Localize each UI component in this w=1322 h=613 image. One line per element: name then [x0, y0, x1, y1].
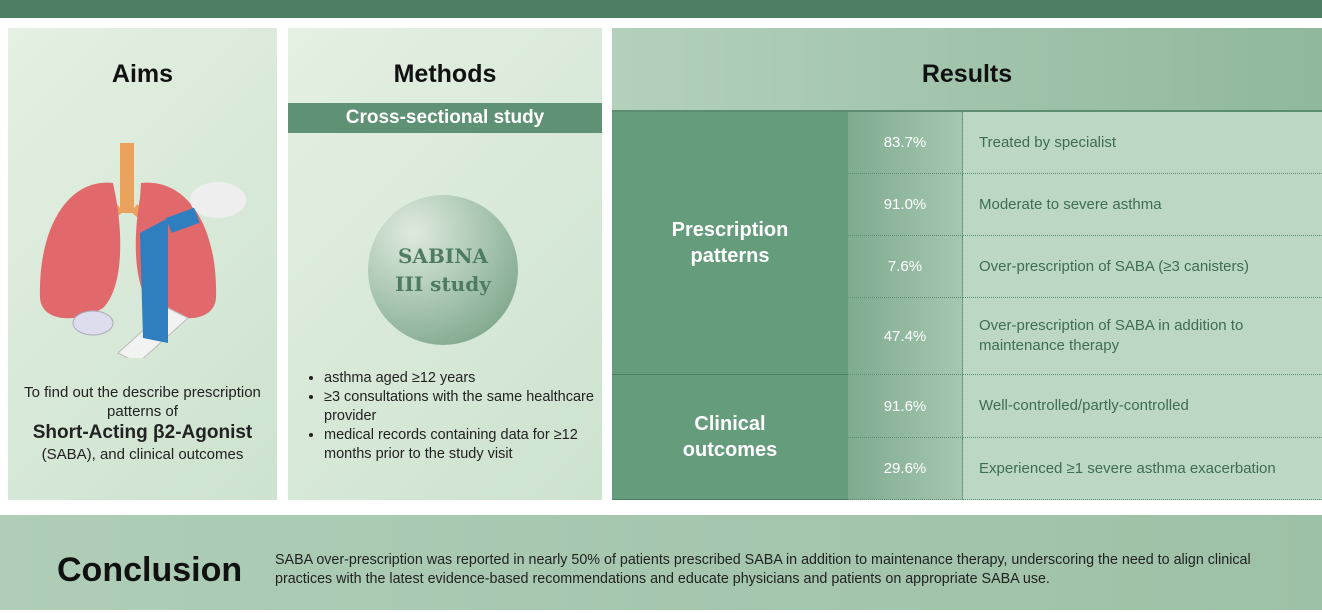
conclusion-band: Conclusion SABA over-prescription was re…	[0, 515, 1322, 610]
lung-illustration	[28, 138, 258, 358]
result-value: 91.6%	[848, 375, 963, 438]
conclusion-text: SABA over-prescription was reported in n…	[275, 551, 1305, 589]
group-name: Prescription patterns	[612, 112, 848, 375]
aims-panel: Aims To find out the describe prescripti…	[8, 28, 277, 500]
methods-banner: Cross-sectional study	[288, 103, 602, 133]
result-value: 29.6%	[848, 438, 963, 500]
circle-line: SABINA	[398, 242, 488, 270]
methods-title: Methods	[288, 60, 602, 89]
result-label: Experienced ≥1 severe asthma exacerbatio…	[963, 438, 1322, 500]
bullet: asthma aged ≥12 years	[324, 369, 609, 388]
results-header: Results	[612, 28, 1322, 112]
result-value: 83.7%	[848, 112, 963, 174]
bullet: medical records containing data for ≥12 …	[324, 426, 609, 464]
aims-title: Aims	[8, 60, 277, 89]
result-label: Treated by specialist	[963, 112, 1322, 174]
aims-text: To find out the describe prescription pa…	[18, 383, 267, 464]
result-label: Well-controlled/partly-controlled	[963, 375, 1322, 438]
conclusion-title: Conclusion	[57, 551, 242, 590]
circle-line: III study	[395, 270, 491, 298]
top-bar	[0, 0, 1322, 18]
result-label: Over-prescription of SABA (≥3 canisters)	[963, 236, 1322, 298]
result-value: 47.4%	[848, 298, 963, 375]
result-value: 91.0%	[848, 174, 963, 236]
page: Aims To find out the describe prescripti…	[0, 0, 1322, 613]
aims-bold: Short-Acting β2-Agonist	[18, 421, 267, 445]
results-title: Results	[612, 60, 1322, 89]
result-value: 7.6%	[848, 236, 963, 298]
result-label: Moderate to severe asthma	[963, 174, 1322, 236]
methods-bullets: asthma aged ≥12 years≥3 consultations wi…	[306, 369, 609, 464]
aims-text-end: (SABA), and clinical outcomes	[18, 445, 267, 464]
bullet: ≥3 consultations with the same healthcar…	[324, 388, 609, 426]
aims-text-start: To find out the describe prescription pa…	[18, 383, 267, 421]
result-label: Over-prescription of SABA in addition to…	[963, 298, 1322, 375]
group-name: Clinical outcomes	[612, 375, 848, 500]
